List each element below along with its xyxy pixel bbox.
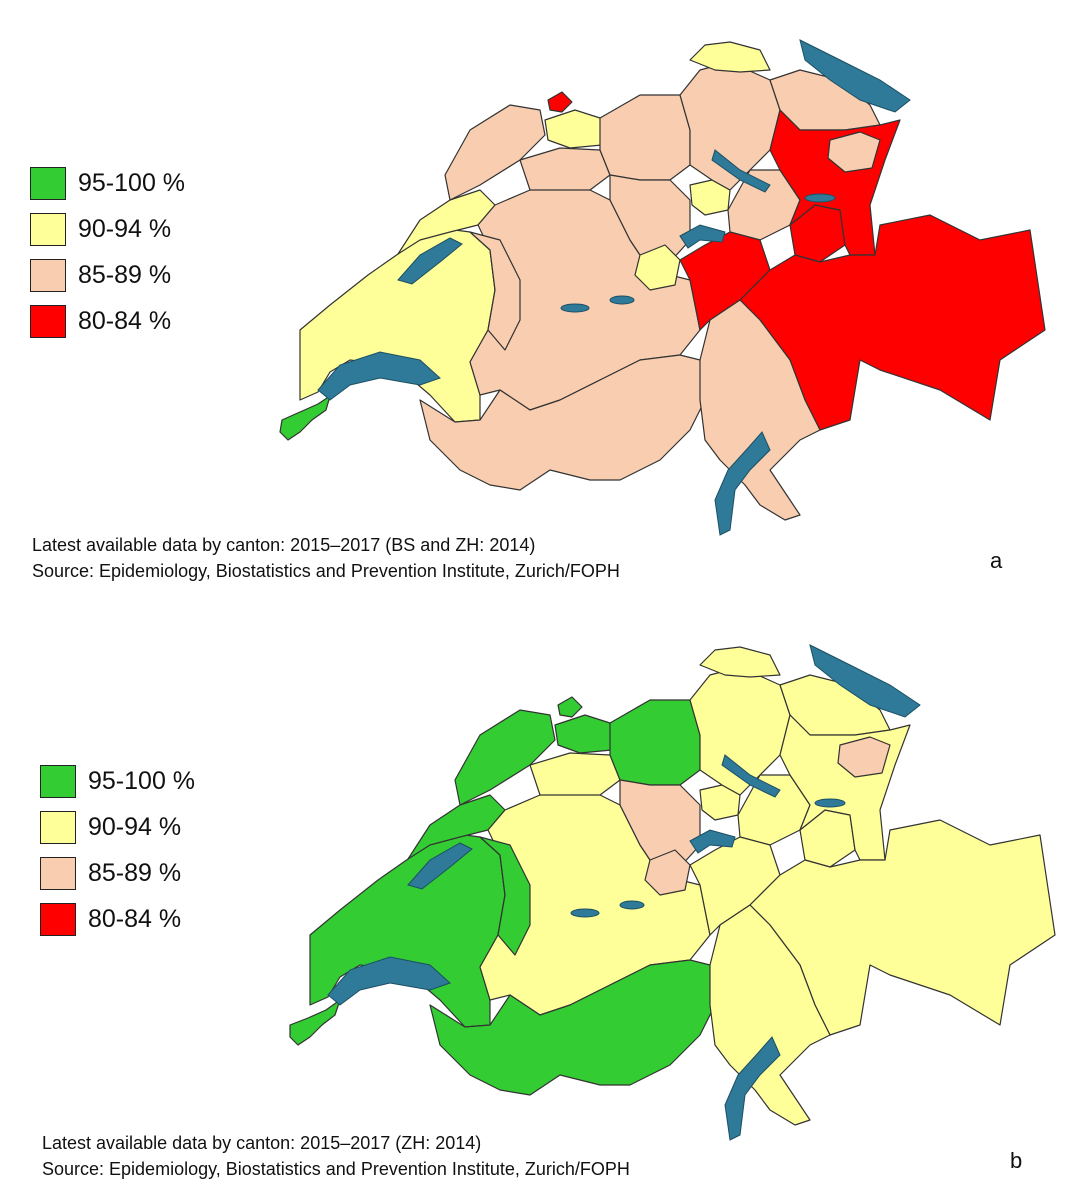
- canton-ticino: [709, 904, 831, 1126]
- legend-swatch: [40, 810, 76, 844]
- canton-nidwalden: [644, 849, 691, 896]
- legend-label: 90-94 %: [88, 812, 182, 841]
- lake-walensee: [814, 798, 846, 808]
- lake-constance: [799, 39, 911, 113]
- legend-swatch: [40, 764, 76, 798]
- legend-swatch: [40, 856, 76, 890]
- caption-line-1: Latest available data by canton: 2015–20…: [42, 1133, 482, 1153]
- panel-letter-a: a: [990, 548, 1003, 573]
- lake-neuchatel: [397, 237, 463, 285]
- caption-line-2: Source: Epidemiology, Biostatistics and …: [32, 561, 620, 581]
- canton-basel: [547, 91, 573, 113]
- legend-item: 95-100 %: [40, 758, 195, 804]
- legend-label: 85-89 %: [88, 858, 182, 887]
- legend-a: 95-100 % 90-94 % 85-89 % 80-84 %: [30, 160, 185, 344]
- legend-swatch: [30, 212, 66, 246]
- canton-solothurn: [529, 752, 621, 798]
- canton-jura: [454, 709, 556, 806]
- lake-walensee: [804, 193, 836, 203]
- canton-schaffhausen: [699, 646, 781, 678]
- lake-maggiore: [714, 431, 771, 536]
- lake-zurich: [721, 754, 781, 798]
- caption-line-1: Latest available data by canton: 2015–20…: [32, 535, 536, 555]
- canton-basel: [557, 696, 583, 718]
- canton-lucerne: [609, 174, 691, 271]
- canton-ticino: [699, 299, 821, 521]
- legend-label: 85-89 %: [78, 260, 172, 289]
- caption-b: Latest available data by canton: 2015–20…: [42, 1130, 630, 1182]
- legend-label: 90-94 %: [78, 214, 172, 243]
- canton-basel-land: [554, 714, 613, 754]
- lake-thun: [570, 908, 600, 918]
- legend-item: 80-84 %: [40, 896, 195, 942]
- lake-constance: [809, 644, 921, 718]
- lake-geneva: [317, 351, 441, 401]
- caption-a: Latest available data by canton: 2015–20…: [32, 532, 620, 584]
- canton-schaffhausen: [689, 41, 771, 73]
- map-panel-a: 95-100 % 90-94 % 85-89 % 80-84 % Latest …: [30, 39, 1046, 584]
- switzerland-map-b: [289, 644, 1056, 1141]
- legend-swatch: [30, 258, 66, 292]
- canton-fribourg: [479, 836, 531, 956]
- canton-aargau: [609, 699, 701, 786]
- legend-swatch: [40, 902, 76, 936]
- legend-label: 95-100 %: [88, 766, 196, 795]
- legend-label: 95-100 %: [78, 168, 186, 197]
- lake-lucerne: [679, 224, 726, 249]
- legend-item: 95-100 %: [30, 160, 185, 206]
- cantons-b: [289, 646, 1056, 1126]
- lake-maggiore: [724, 1036, 781, 1141]
- canton-appenzell: [837, 736, 891, 778]
- canton-aargau: [599, 94, 691, 181]
- lake-lucerne: [689, 829, 736, 854]
- caption-line-2: Source: Epidemiology, Biostatistics and …: [42, 1159, 630, 1179]
- switzerland-map-a: [279, 39, 1046, 536]
- lake-brienz: [619, 900, 645, 910]
- cantons-a: [279, 41, 1046, 521]
- lakes-a: [317, 39, 911, 536]
- canton-appenzell: [827, 131, 881, 173]
- canton-solothurn: [519, 147, 611, 193]
- lake-thun: [560, 303, 590, 313]
- lake-brienz: [609, 295, 635, 305]
- canton-geneva: [289, 999, 341, 1046]
- panel-letter-b: b: [1010, 1148, 1023, 1173]
- legend-item: 90-94 %: [30, 206, 185, 252]
- canton-nidwalden: [634, 244, 681, 291]
- lake-neuchatel: [407, 842, 473, 890]
- legend-item: 90-94 %: [40, 804, 195, 850]
- legend-swatch: [30, 304, 66, 338]
- legend-swatch: [30, 166, 66, 200]
- canton-lucerne: [619, 779, 701, 876]
- legend-item: 85-89 %: [30, 252, 185, 298]
- map-panel-b: 95-100 % 90-94 % 85-89 % 80-84 % Latest …: [0, 600, 1080, 1200]
- legend-item: 80-84 %: [30, 298, 185, 344]
- legend-label: 80-84 %: [78, 306, 172, 335]
- legend-label: 80-84 %: [88, 904, 182, 933]
- legend-b: 95-100 % 90-94 % 85-89 % 80-84 %: [40, 758, 195, 942]
- canton-geneva: [279, 395, 331, 441]
- lake-geneva: [327, 956, 451, 1006]
- legend-item: 85-89 %: [40, 850, 195, 896]
- lake-zurich: [711, 149, 771, 193]
- lakes-b: [327, 644, 921, 1141]
- canton-fribourg: [469, 231, 521, 351]
- canton-jura: [444, 104, 546, 201]
- canton-basel-land: [544, 109, 603, 149]
